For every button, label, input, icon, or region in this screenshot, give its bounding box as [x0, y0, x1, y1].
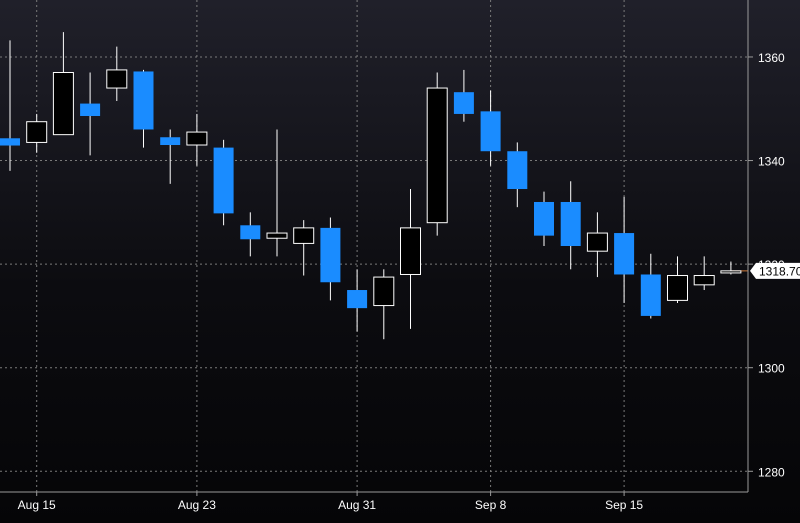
last-price-label: 1318.70 [759, 264, 800, 278]
last-price-tag: 1318.70 [750, 262, 800, 279]
y-tick-label: 1300 [758, 362, 785, 376]
candle-down [347, 269, 368, 332]
candle-down [80, 72, 101, 156]
candle-down [133, 69, 154, 148]
candle-down [160, 129, 181, 184]
candle-down [640, 253, 661, 319]
x-tick-label: Aug 15 [18, 498, 56, 512]
candle-up [26, 113, 48, 153]
x-tick-label: Sep 15 [605, 498, 643, 512]
last-price-tag-background [750, 262, 800, 279]
candle-body [640, 274, 661, 316]
x-tick-label: Sep 8 [475, 498, 507, 512]
candle-down [240, 212, 261, 257]
candle-body [400, 227, 421, 275]
candle-body [534, 201, 554, 236]
candle-down [614, 196, 635, 303]
candle-body [586, 232, 608, 252]
candle-body [293, 227, 315, 244]
y-tick-label: 1360 [758, 51, 785, 65]
candle-body [720, 270, 742, 274]
y-tick-label: 1340 [758, 155, 785, 169]
candle-up [293, 220, 315, 276]
candle-body [186, 131, 208, 146]
candle-down [453, 69, 474, 122]
candle-down [507, 142, 528, 208]
candle-up [52, 32, 74, 136]
candle-body [240, 225, 261, 240]
candle-body [347, 290, 368, 309]
candle-body [373, 276, 395, 307]
candle-body [266, 232, 288, 239]
grid-lines [0, 0, 748, 492]
candle-up [586, 212, 608, 278]
candle-up [693, 256, 715, 291]
x-tick-label: Aug 31 [338, 498, 376, 512]
candle-down [534, 191, 554, 246]
candle-up [426, 72, 448, 236]
candle-up [667, 256, 688, 303]
candle-up [266, 129, 288, 257]
x-tick-label: Aug 23 [178, 498, 216, 512]
candle-body [480, 111, 501, 152]
candle-up [186, 113, 208, 166]
candle-down [560, 181, 581, 270]
candle-body [426, 87, 448, 224]
y-tick-label: 1280 [758, 465, 785, 479]
candle-up [373, 269, 395, 340]
candle-down [320, 217, 341, 301]
candle-body [560, 201, 581, 246]
candle-body [160, 137, 181, 146]
candle-body [507, 151, 528, 190]
candle-body [320, 227, 341, 283]
candle-body [106, 69, 128, 89]
candle-body [26, 121, 48, 143]
x-axis-ticks: Aug 15 Aug 23 Aug 31 Sep 8 Sep 15 [18, 492, 643, 512]
candle-down [480, 90, 501, 166]
candle-body [213, 147, 234, 214]
candle-body [0, 138, 20, 146]
candle-body [133, 71, 154, 130]
candle-body [693, 275, 715, 286]
candle-body [453, 92, 474, 114]
candle-body [80, 103, 101, 117]
candle-down [213, 139, 234, 226]
candle-down [0, 40, 20, 171]
candle-body [667, 275, 688, 301]
candle-body [614, 233, 635, 275]
candle-body [52, 72, 74, 136]
candle-up [720, 261, 742, 275]
candle-up [106, 46, 128, 101]
candles [0, 32, 742, 340]
candle-up [400, 189, 421, 329]
